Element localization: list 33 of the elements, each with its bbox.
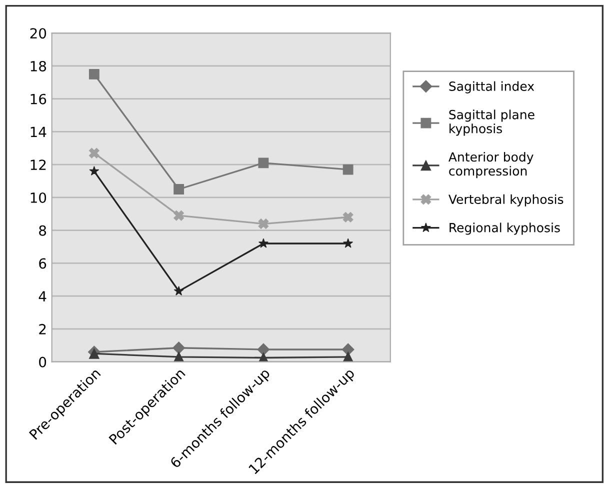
point (88, 68, 100, 80)
point (174, 184, 184, 194)
y-tick-label: 10 (30, 192, 46, 203)
point (88, 348, 100, 359)
y-tick-label: 12 (30, 160, 46, 170)
point (258, 218, 269, 229)
point (174, 210, 184, 221)
legend-label: Sagittal index (449, 81, 534, 94)
y-tick-label: 0 (39, 356, 46, 368)
y-tick-label: 20 (30, 28, 46, 39)
legend-label: Vertebral kyphosis (448, 194, 564, 206)
point (174, 352, 184, 362)
point (258, 238, 268, 248)
y-tick-label: 16 (30, 94, 46, 104)
y-tick-label: 2 (39, 324, 46, 334)
point (257, 343, 270, 356)
point (342, 212, 354, 222)
point (343, 238, 354, 248)
point (258, 158, 269, 168)
legend-label: Anterior body compression (448, 152, 534, 178)
legend-label: Sagittal plane kyphosis (449, 110, 534, 136)
y-tick-label: 4 (38, 291, 46, 302)
point (174, 286, 184, 296)
point (172, 342, 186, 354)
legend-label: Regional kyphosis (450, 222, 560, 235)
point (342, 164, 354, 175)
point (88, 148, 100, 158)
point (89, 166, 100, 176)
y-tick-label: 18 (30, 60, 46, 72)
y-tick-label: 6 (39, 258, 46, 269)
point (342, 352, 354, 362)
y-tick-label: 14 (30, 126, 46, 138)
y-tick-label: 8 (39, 225, 46, 236)
